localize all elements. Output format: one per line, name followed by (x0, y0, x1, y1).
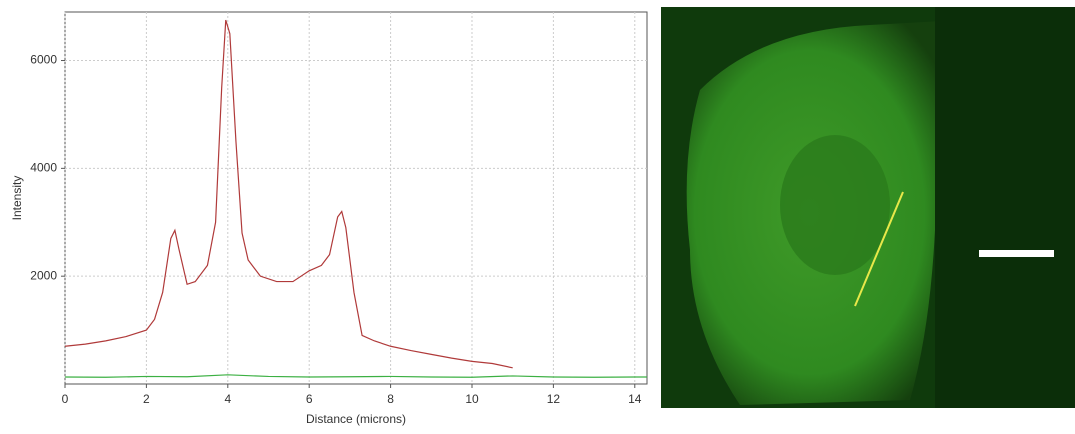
dark-region (935, 7, 1075, 408)
plot-area (64, 11, 648, 385)
x-tick-label: 4 (224, 392, 231, 406)
x-tick-label: 0 (62, 392, 69, 406)
y-axis-label: Intensity (10, 176, 24, 221)
y-tick-label: 4000 (30, 161, 57, 175)
x-tick-label: 6 (306, 392, 313, 406)
profile-line (854, 191, 904, 307)
x-tick-label: 14 (628, 392, 642, 406)
nucleus (780, 135, 890, 275)
x-tick-label: 8 (387, 392, 394, 406)
data-line (64, 19, 513, 369)
data-line (64, 374, 647, 378)
chart: Intensity Distance (microns) 0 2 4 6 8 10 12 14… (10, 11, 648, 426)
scale-bar (979, 250, 1054, 257)
x-tick-label: 2 (143, 392, 150, 406)
x-tick-label: 12 (547, 392, 561, 406)
y-tick-label: 6000 (30, 53, 57, 67)
micrograph (661, 7, 1075, 408)
x-tick-label: 10 (465, 392, 479, 406)
x-axis-label: Distance (microns) (306, 412, 406, 426)
y-tick-label: 2000 (30, 268, 57, 282)
